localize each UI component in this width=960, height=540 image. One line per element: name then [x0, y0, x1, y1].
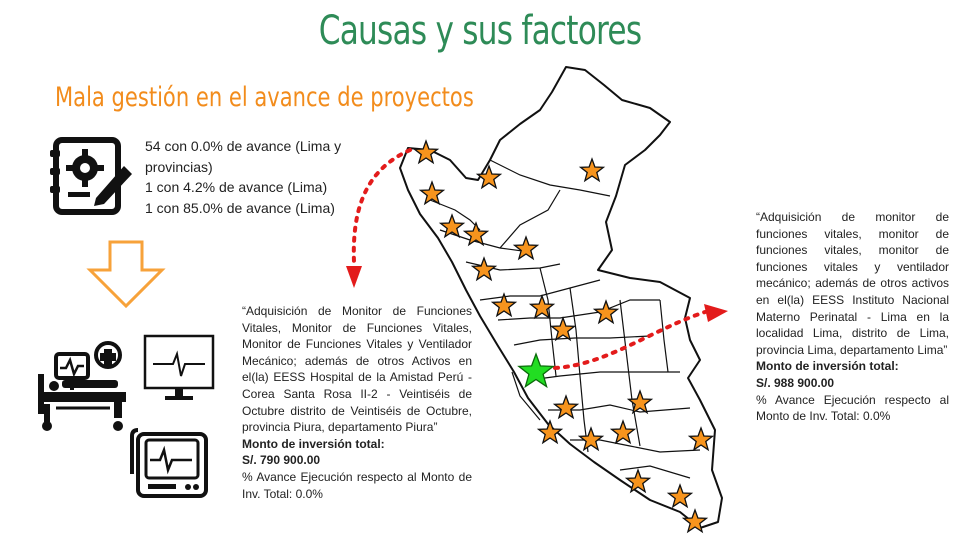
map-star — [528, 294, 556, 320]
right-investment-label: Monto de inversión total: — [756, 359, 899, 374]
map-star — [549, 316, 577, 342]
stat-item: 1 con 85.0% de avance (Lima) — [145, 199, 335, 216]
map-star — [536, 419, 564, 445]
map-star — [626, 389, 654, 415]
right-project-info: “Adquisición de monitor de funciones vit… — [756, 209, 949, 425]
map-star — [470, 256, 498, 282]
map-star — [552, 394, 580, 420]
map-star-highlight — [517, 352, 555, 389]
map-star — [462, 221, 490, 247]
map-star — [490, 292, 518, 318]
settings-document-icon — [50, 137, 132, 215]
map-star — [624, 468, 652, 494]
map-star — [609, 419, 637, 445]
right-investment-value: S/. 988 900.00 — [756, 375, 835, 390]
page-title: Causas y sus factores — [318, 8, 642, 54]
map-star — [592, 299, 620, 325]
left-project-description: “Adquisición de Monitor de Funciones Vit… — [242, 304, 472, 435]
stat-item: 54 con 0.0% de avance (Lima y provincias… — [145, 138, 342, 175]
hospital-bed-icon — [38, 341, 126, 431]
map-star — [681, 508, 709, 534]
right-progress-text: % Avance Ejecución respecto al Monto de … — [756, 392, 949, 424]
stat-item: 1 con 4.2% de avance (Lima) — [145, 179, 328, 195]
map-star — [412, 139, 440, 165]
down-arrow-icon — [86, 240, 166, 308]
left-progress-text: % Avance Ejecución respecto al Monto de … — [242, 469, 472, 501]
right-project-description: “Adquisición de monitor de funciones vit… — [756, 210, 949, 357]
section-subtitle: Mala gestión en el avance de proyectos — [55, 82, 474, 113]
left-investment-value: S/. 790 900.00 — [242, 453, 321, 468]
map-star — [666, 483, 694, 509]
monitor-icon — [143, 334, 215, 400]
right-dotted-arrow — [543, 310, 707, 371]
map-outline — [399, 66, 723, 529]
map-star — [438, 213, 466, 239]
stats-list: 54 con 0.0% de avance (Lima y provincias… — [145, 136, 345, 218]
map-star — [687, 426, 715, 452]
right-arrow-head — [704, 304, 728, 322]
map-star — [475, 164, 503, 190]
map-stars — [412, 139, 715, 534]
left-investment-label: Monto de inversión total: — [242, 436, 385, 451]
left-project-info: “Adquisición de Monitor de Funciones Vit… — [242, 303, 472, 502]
left-dotted-arrow — [351, 148, 412, 264]
left-arrow-head — [346, 266, 362, 288]
map-star — [418, 180, 446, 206]
map-star — [512, 235, 540, 261]
ecg-device-icon — [130, 428, 208, 498]
map-star — [578, 157, 606, 183]
map-star — [577, 426, 605, 452]
